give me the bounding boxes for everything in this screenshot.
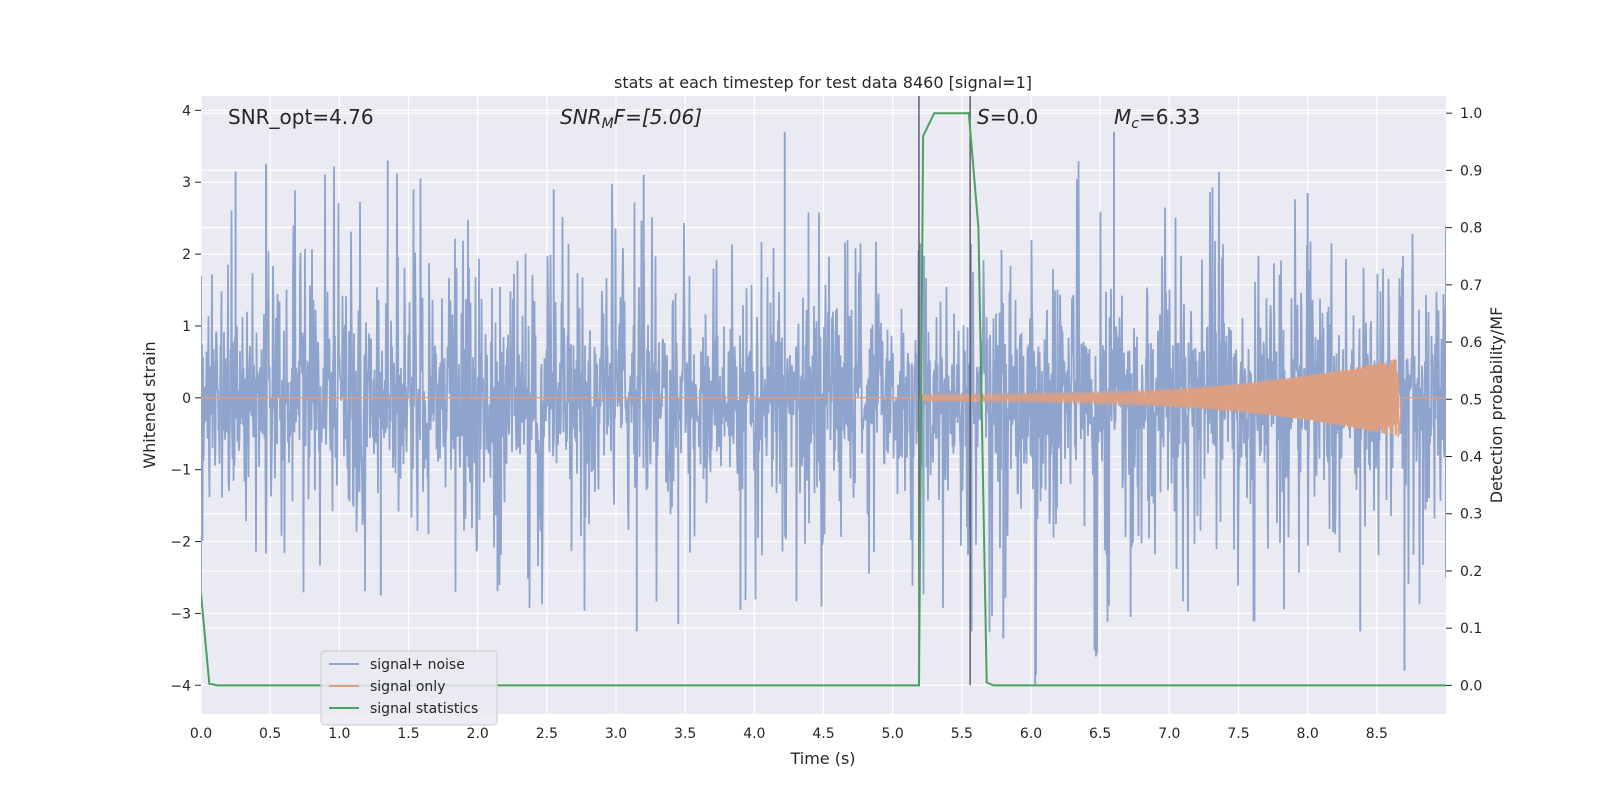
annotation-s: S=0.0 bbox=[977, 105, 1038, 129]
x-tick-label: 5.5 bbox=[951, 726, 973, 742]
y-tick-label: 1 bbox=[182, 319, 191, 335]
x-tick-label: 4.5 bbox=[812, 726, 834, 742]
legend-label-signal-only: signal only bbox=[370, 679, 445, 695]
y-right-tick-label: 0.5 bbox=[1460, 392, 1482, 408]
x-tick-label: 8.0 bbox=[1297, 726, 1319, 742]
y-tick-label: −2 bbox=[170, 535, 191, 551]
y-right-tick-label: 0.7 bbox=[1460, 278, 1482, 294]
x-axis-label: Time (s) bbox=[789, 749, 855, 768]
y-axis-right-ticks: 1.0 0.9 0.8 0.7 0.6 0.5 0.4 0.3 0.2 0.1 0.0 bbox=[1446, 106, 1482, 694]
y-right-tick-label: 1.0 bbox=[1460, 106, 1482, 122]
x-tick-label: 0.5 bbox=[259, 726, 281, 742]
annotation-s-value: =0.0 bbox=[990, 105, 1039, 129]
x-tick-label: 8.5 bbox=[1366, 726, 1388, 742]
x-tick-label: 5.0 bbox=[882, 726, 904, 742]
y-axis-left-label: Whitened strain bbox=[140, 341, 159, 468]
series-signal-only bbox=[201, 359, 1446, 438]
series-signal-noise bbox=[201, 131, 1446, 686]
x-tick-label: 6.5 bbox=[1089, 726, 1111, 742]
legend-label-signal-noise: signal+ noise bbox=[370, 657, 465, 673]
legend: signal+ noise signal only signal statist… bbox=[320, 650, 498, 726]
y-right-tick-label: 0.8 bbox=[1460, 221, 1482, 237]
y-right-tick-label: 0.3 bbox=[1460, 507, 1482, 523]
x-tick-label: 2.0 bbox=[467, 726, 489, 742]
x-axis-ticks: 0.0 0.5 1.0 1.5 2.0 2.5 3.0 3.5 4.0 4.5 5.0 5.5 6.0 6… bbox=[190, 726, 1388, 742]
y-right-tick-label: 0.9 bbox=[1460, 163, 1482, 179]
y-right-tick-label: 0.6 bbox=[1460, 335, 1482, 351]
annotation-s-symbol: S bbox=[977, 105, 990, 129]
legend-label-signal-statistics: signal statistics bbox=[370, 701, 478, 717]
y-axis-left-ticks: 4 3 2 1 0 −1 −2 −3 −4 bbox=[170, 103, 201, 694]
y-tick-label: −1 bbox=[170, 463, 191, 479]
x-tick-label: 2.5 bbox=[536, 726, 558, 742]
y-tick-label: −4 bbox=[170, 678, 191, 694]
series-signal-statistics bbox=[201, 112, 1446, 687]
annotation-snr-mf-value: F=[5.06] bbox=[614, 105, 702, 129]
legend-box bbox=[320, 650, 498, 726]
annotation-mc: Mc=6.33 bbox=[1114, 105, 1200, 132]
annotation-snr-mf-subscript: M bbox=[602, 116, 614, 132]
y-right-tick-label: 0.0 bbox=[1460, 678, 1482, 694]
annotation-snr-mf: SNRMF=[5.06] bbox=[560, 105, 702, 132]
y-axis-right-label: Detection probability/MF bbox=[1487, 307, 1506, 504]
x-tick-label: 6.0 bbox=[1020, 726, 1042, 742]
y-tick-label: −3 bbox=[170, 606, 191, 622]
x-tick-label: 4.0 bbox=[743, 726, 765, 742]
series-signal-statistics-line bbox=[201, 112, 1446, 687]
y-tick-label: 4 bbox=[182, 103, 191, 119]
y-right-tick-label: 0.1 bbox=[1460, 621, 1482, 637]
x-tick-label: 1.0 bbox=[328, 726, 350, 742]
annotation-snr-mf-symbol: SNR bbox=[560, 105, 602, 129]
chart-title: stats at each timestep for test data 846… bbox=[614, 73, 1032, 92]
y-tick-label: 2 bbox=[182, 247, 191, 263]
x-tick-label: 3.0 bbox=[605, 726, 627, 742]
y-tick-label: 0 bbox=[182, 391, 191, 407]
annotation-snr-opt: SNR_opt=4.76 bbox=[228, 105, 374, 129]
y-right-tick-label: 0.4 bbox=[1460, 450, 1482, 466]
series-signal-noise-line bbox=[201, 161, 1446, 675]
y-right-tick-label: 0.2 bbox=[1460, 564, 1482, 580]
annotation-mc-symbol: M bbox=[1114, 105, 1131, 129]
series-signal-only-line bbox=[201, 359, 1446, 438]
x-tick-label: 7.5 bbox=[1227, 726, 1249, 742]
x-tick-label: 1.5 bbox=[397, 726, 419, 742]
x-tick-label: 3.5 bbox=[674, 726, 696, 742]
y-tick-label: 3 bbox=[182, 175, 191, 191]
annotation-mc-subscript: c bbox=[1131, 116, 1139, 132]
annotation-mc-value: =6.33 bbox=[1139, 105, 1200, 129]
x-tick-label: 7.0 bbox=[1158, 726, 1180, 742]
x-tick-label: 0.0 bbox=[190, 726, 212, 742]
